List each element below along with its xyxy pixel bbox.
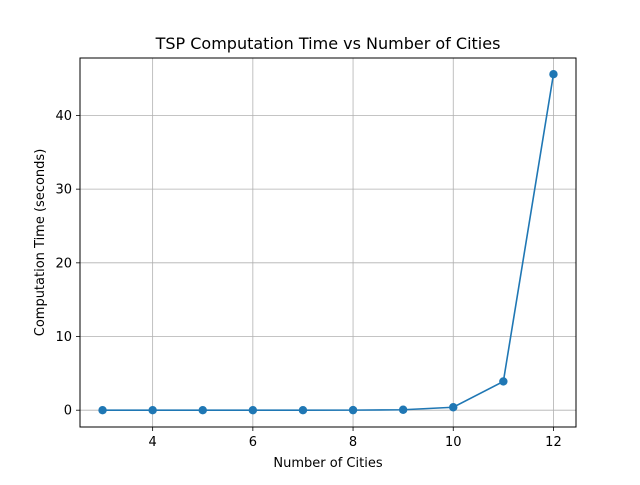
data-point <box>398 405 408 414</box>
y-tick-label: 10 <box>55 330 72 345</box>
data-point <box>198 406 207 415</box>
x-tick-label: 4 <box>149 435 157 450</box>
x-tick-label: 8 <box>349 435 357 450</box>
data-point <box>98 406 107 415</box>
grid <box>80 58 576 427</box>
y-axis-label: Computation Time (seconds) <box>33 149 48 337</box>
series-layer <box>98 70 558 415</box>
data-point <box>148 406 157 415</box>
series-line <box>102 74 555 412</box>
ticks: 4 6 8 10 12 0 10 20 30 40 <box>55 109 561 450</box>
data-point <box>549 70 558 79</box>
x-tick-label: 12 <box>545 435 562 450</box>
plot-frame <box>79 57 577 428</box>
x-tick-label: 6 <box>249 435 257 450</box>
x-tick-label: 10 <box>445 435 462 450</box>
y-tick-label: 20 <box>55 256 72 271</box>
data-point <box>248 406 258 415</box>
data-point <box>499 377 508 386</box>
data-point <box>298 406 308 415</box>
data-point <box>348 405 358 415</box>
y-tick-label: 0 <box>64 404 72 419</box>
data-point <box>449 403 458 412</box>
y-tick-label: 40 <box>55 109 72 124</box>
y-tick-label: 30 <box>55 183 72 198</box>
x-axis-label: Number of Cities <box>273 456 382 471</box>
chart-title: TSP Computation Time vs Number of Cities <box>155 34 501 53</box>
